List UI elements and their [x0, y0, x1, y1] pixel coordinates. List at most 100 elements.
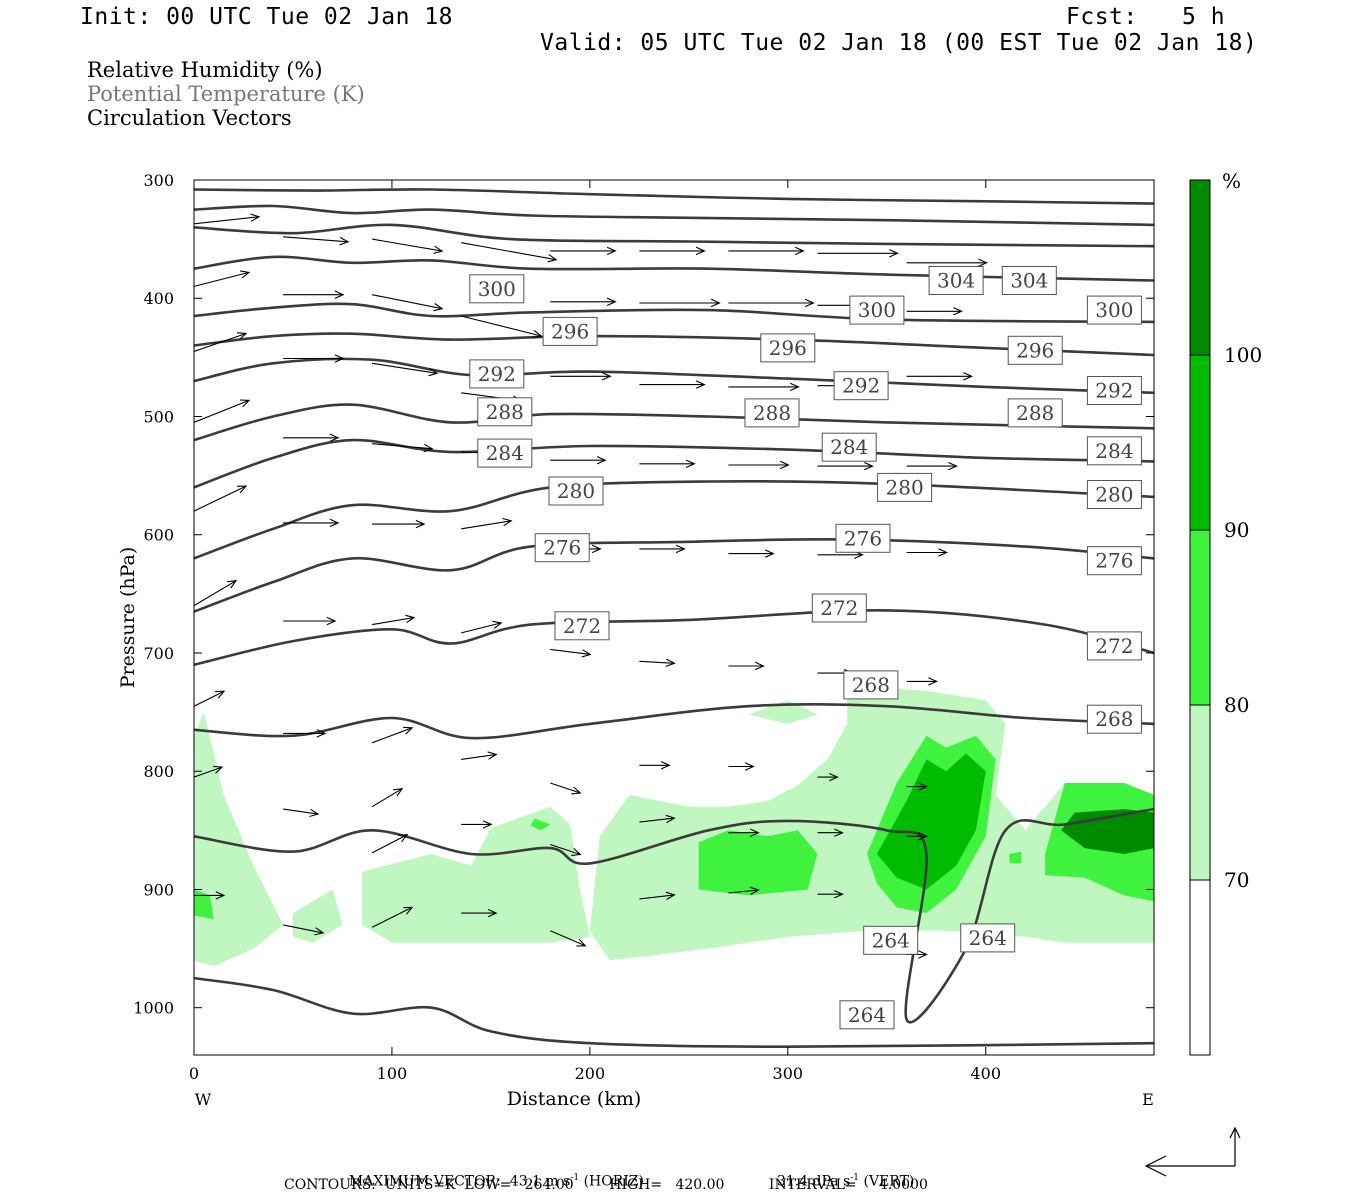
- circulation-vector: [461, 315, 543, 339]
- circulation-vector: [282, 924, 325, 936]
- circulation-vector: [194, 270, 251, 287]
- circulation-vector: [906, 461, 958, 471]
- circulation-vector: [283, 729, 327, 738]
- max-horiz-unit: (HORIZ): [583, 1173, 644, 1190]
- circulation-vector: [639, 891, 676, 900]
- circulation-vector: [639, 658, 676, 667]
- contour-label-text: 284: [830, 435, 868, 459]
- rh-region-70: [293, 889, 343, 943]
- contour-label: 292: [833, 371, 889, 401]
- max-horiz-value: 43.1 m s: [509, 1173, 571, 1190]
- circulation-vector: [550, 297, 617, 307]
- circulation-vector: [817, 249, 899, 258]
- contour-label: 280: [1086, 480, 1142, 509]
- contours-info: CONTOURS: UNITS=K LOW= 264.00 HIGH= 420.…: [284, 1177, 928, 1193]
- colorbar: 70 80 90 100%: [1189, 169, 1262, 1056]
- circulation-vectors: [194, 213, 988, 959]
- colorbar-bin: [1190, 705, 1210, 880]
- circulation-vector: [194, 399, 251, 423]
- contour-label-text: 288: [486, 400, 524, 424]
- circulation-vector: [639, 761, 671, 770]
- circulation-vector: [817, 889, 844, 899]
- circulation-vector: [550, 782, 582, 795]
- contour-label-text: 280: [557, 479, 595, 503]
- circulation-vector: [728, 886, 760, 895]
- circulation-vector: [194, 485, 248, 512]
- contour-label: 284: [1086, 436, 1142, 466]
- colorbar-frame: [1189, 179, 1211, 1056]
- theta-contour-304: [194, 255, 1154, 282]
- contour-label: 304: [928, 266, 984, 295]
- contour-label-text: 292: [842, 374, 880, 398]
- circulation-vector: [906, 258, 988, 267]
- max-vert-line: 31.4 dPa s-1 (VERT): [768, 1157, 914, 1190]
- y-tick-label: 600: [143, 526, 174, 545]
- axes: 300 400 500 600 700 800 900 1000 0 100 200 300 400 Di…: [117, 171, 1154, 1110]
- circulation-vector: [906, 832, 928, 841]
- forecast-label: Fcst:: [1066, 4, 1138, 30]
- circulation-vector: [283, 518, 340, 528]
- theta-contour-284: [194, 438, 1154, 489]
- contour-label: 288: [744, 398, 800, 428]
- contour-label: 284: [477, 438, 533, 468]
- contour-label: 300: [469, 274, 525, 304]
- contour-label-text: 280: [1095, 483, 1133, 507]
- circulation-vector: [639, 298, 721, 308]
- rh-region-80: [698, 830, 818, 896]
- circulation-vector: [194, 891, 226, 900]
- circulation-vector: [194, 765, 224, 778]
- contour-label-text: 276: [844, 526, 882, 550]
- plot-frame: [193, 179, 1155, 1056]
- circulation-vector: [461, 751, 498, 760]
- colorbar-bin: [1190, 355, 1210, 530]
- theta-contour: [194, 188, 1154, 205]
- contour-label-text: 264: [969, 926, 1007, 950]
- circulation-vector: [194, 332, 248, 353]
- contour-label-text: 296: [769, 336, 807, 360]
- circulation-vector: [371, 834, 409, 854]
- circulation-vector: [372, 443, 434, 453]
- x-tick-label: 100: [377, 1064, 408, 1083]
- rh-region-70: [194, 712, 284, 967]
- contour-label-text: 284: [486, 441, 524, 465]
- contour-label: 264: [960, 923, 1016, 953]
- contour-label-text: 264: [872, 928, 910, 952]
- east-label: E: [1142, 1090, 1154, 1109]
- circulation-vector: [461, 620, 503, 634]
- contour-label-text: 272: [1095, 634, 1133, 658]
- valid-time: Valid: 05 UTC Tue 02 Jan 18 (00 EST Tue …: [540, 30, 1258, 56]
- circulation-vector: [283, 616, 337, 626]
- contour-label: 276: [1086, 546, 1142, 576]
- colorbar-tick-label: 90: [1224, 518, 1249, 542]
- max-horiz-exp: -1: [570, 1173, 580, 1183]
- contour-label-text: 272: [563, 614, 601, 638]
- y-tick-label: 700: [143, 644, 174, 663]
- contour-label-text: 288: [1016, 401, 1054, 425]
- x-tick-label: 300: [773, 1064, 804, 1083]
- contour-label: 304: [1001, 266, 1057, 295]
- max-vector-label: MAXIMUM VECTOR:: [348, 1173, 501, 1190]
- reference-vector: [1144, 1126, 1241, 1177]
- contour-label: 268: [843, 670, 899, 700]
- contour-label: 292: [469, 359, 525, 389]
- x-tick-label: 400: [970, 1064, 1001, 1083]
- contour-label: 268: [1086, 704, 1142, 734]
- y-tick-label: 400: [143, 289, 174, 308]
- circulation-vector: [817, 461, 874, 471]
- circulation-vector: [906, 372, 973, 381]
- circulation-vector: [283, 808, 320, 818]
- max-vector-line: MAXIMUM VECTOR: 43.1 m s-1 (HORIZ): [340, 1157, 644, 1190]
- circulation-vector: [461, 820, 493, 829]
- circulation-vector: [372, 614, 416, 626]
- y-tick-label: 500: [143, 407, 174, 426]
- x-tick-label: 200: [575, 1064, 606, 1083]
- circulation-vector: [906, 782, 928, 791]
- circulation-vector: [371, 906, 414, 928]
- colorbar-tick-label: 100: [1224, 343, 1262, 367]
- theta-contour-288: [194, 403, 1154, 442]
- west-label: W: [195, 1090, 212, 1109]
- circulation-vector: [906, 677, 938, 686]
- legend-theta: Potential Temperature (K): [87, 82, 365, 106]
- circulation-vector: [461, 242, 558, 263]
- contour-label-text: 304: [1010, 269, 1048, 293]
